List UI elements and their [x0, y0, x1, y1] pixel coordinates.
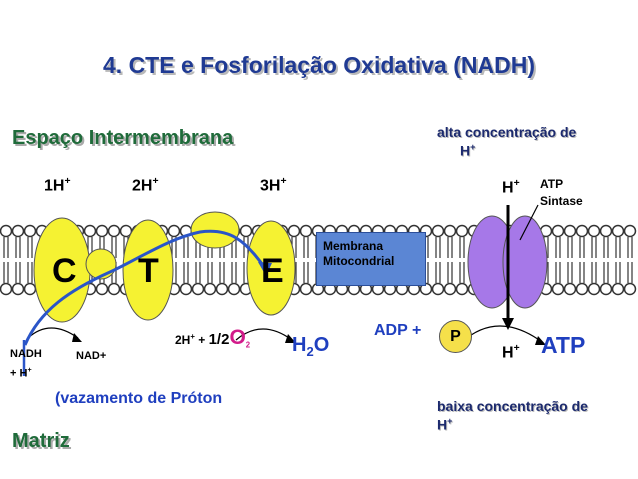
- water-label: H2O: [292, 334, 330, 359]
- nadh-arc: [27, 327, 79, 339]
- proton-leak-label: (vazamento de Próton: [55, 390, 223, 407]
- lipid-head: [587, 224, 601, 238]
- lipid-head: [563, 224, 577, 238]
- lipid-head: [431, 282, 445, 296]
- electron-path: [23, 229, 267, 346]
- lipid-head: [443, 224, 457, 238]
- high-concentration-label: alta concentração de: [437, 124, 577, 140]
- intermembrane-label: Espaço Intermembrana: [12, 127, 234, 149]
- atp-synthase-pointer: [519, 204, 539, 241]
- nadh-label: NADH + H+: [10, 348, 42, 380]
- complex-c-label: C: [52, 252, 77, 290]
- proton-count-2: 2H+: [132, 176, 159, 195]
- lipid-head: [95, 282, 109, 296]
- nad-label: NAD+: [76, 350, 107, 362]
- lipid-head: [11, 282, 25, 296]
- lipid-head: [95, 224, 109, 238]
- atp-synthase-label: ATP Sintase: [540, 177, 583, 208]
- oxygen-equation: 2H+ + 1/2O2: [175, 326, 251, 350]
- phosphate-circle: P: [439, 320, 472, 353]
- lipid-head: [455, 282, 469, 296]
- lipid-head: [215, 282, 229, 296]
- proton-count-1: 1H+: [44, 176, 71, 195]
- lipid-head: [23, 282, 37, 296]
- lipid-head: [623, 282, 637, 296]
- electron-path-head: [258, 262, 272, 276]
- lipid-head: [119, 224, 133, 238]
- lipid-head: [431, 224, 445, 238]
- lipid-head: [575, 282, 589, 296]
- lipid-head: [611, 282, 625, 296]
- membrane-label-box: Membrana Mitocondrial: [316, 232, 426, 286]
- lipid-head: [203, 282, 217, 296]
- complex-e-label: E: [261, 252, 284, 290]
- oxygen-arc: [235, 328, 293, 341]
- lipid-head: [419, 282, 433, 296]
- complex-t-label: T: [138, 252, 159, 290]
- proton-count-3: 3H+: [260, 176, 287, 195]
- oxygen-arc-head: [285, 334, 296, 343]
- matrix-label: Matriz: [12, 430, 70, 452]
- atp-product-label: ATP: [541, 332, 586, 358]
- lipid-head: [191, 282, 205, 296]
- adp-label: ADP +: [374, 322, 422, 339]
- proton-channel-arrowhead: [502, 318, 514, 330]
- lipid-head: [623, 224, 637, 238]
- lipid-head: [299, 282, 313, 296]
- synthase-proton-bottom: H+: [502, 343, 520, 362]
- low-concentration-label: baixa concentração de: [437, 398, 588, 414]
- lipid-head: [551, 224, 565, 238]
- page-title: 4. CTE e Fosforilação Oxidativa (NADH): [103, 52, 535, 78]
- complex-e-shape: [246, 220, 296, 316]
- lipid-head: [599, 282, 613, 296]
- lipid-head: [299, 224, 313, 238]
- lipid-head: [287, 224, 301, 238]
- lipid-head: [575, 224, 589, 238]
- lipid-head: [227, 282, 241, 296]
- lipid-head: [587, 282, 601, 296]
- low-concentration-h: H+: [437, 416, 453, 433]
- adp-arc-head: [535, 336, 546, 345]
- lipid-head: [107, 282, 121, 296]
- lipid-head: [443, 282, 457, 296]
- lipid-head: [611, 224, 625, 238]
- lipid-head: [599, 224, 613, 238]
- synthase-proton-top: H+: [502, 178, 520, 197]
- lipid-head: [167, 224, 181, 238]
- lipid-head: [107, 224, 121, 238]
- lipid-head: [179, 282, 193, 296]
- lipid-head: [563, 282, 577, 296]
- lipid-head: [23, 224, 37, 238]
- lipid-head: [0, 282, 13, 296]
- ubiquinone-circle: [85, 248, 117, 280]
- nadh-arc-head: [72, 333, 82, 342]
- lipid-head: [11, 224, 25, 238]
- high-concentration-h: H+: [460, 142, 476, 159]
- lipid-head: [455, 224, 469, 238]
- adp-arc: [461, 325, 543, 343]
- atp-synthase-right: [502, 215, 548, 309]
- lipid-head: [0, 224, 13, 238]
- lipid-head: [551, 282, 565, 296]
- lipid-head: [83, 224, 97, 238]
- lipid-head: [239, 224, 253, 238]
